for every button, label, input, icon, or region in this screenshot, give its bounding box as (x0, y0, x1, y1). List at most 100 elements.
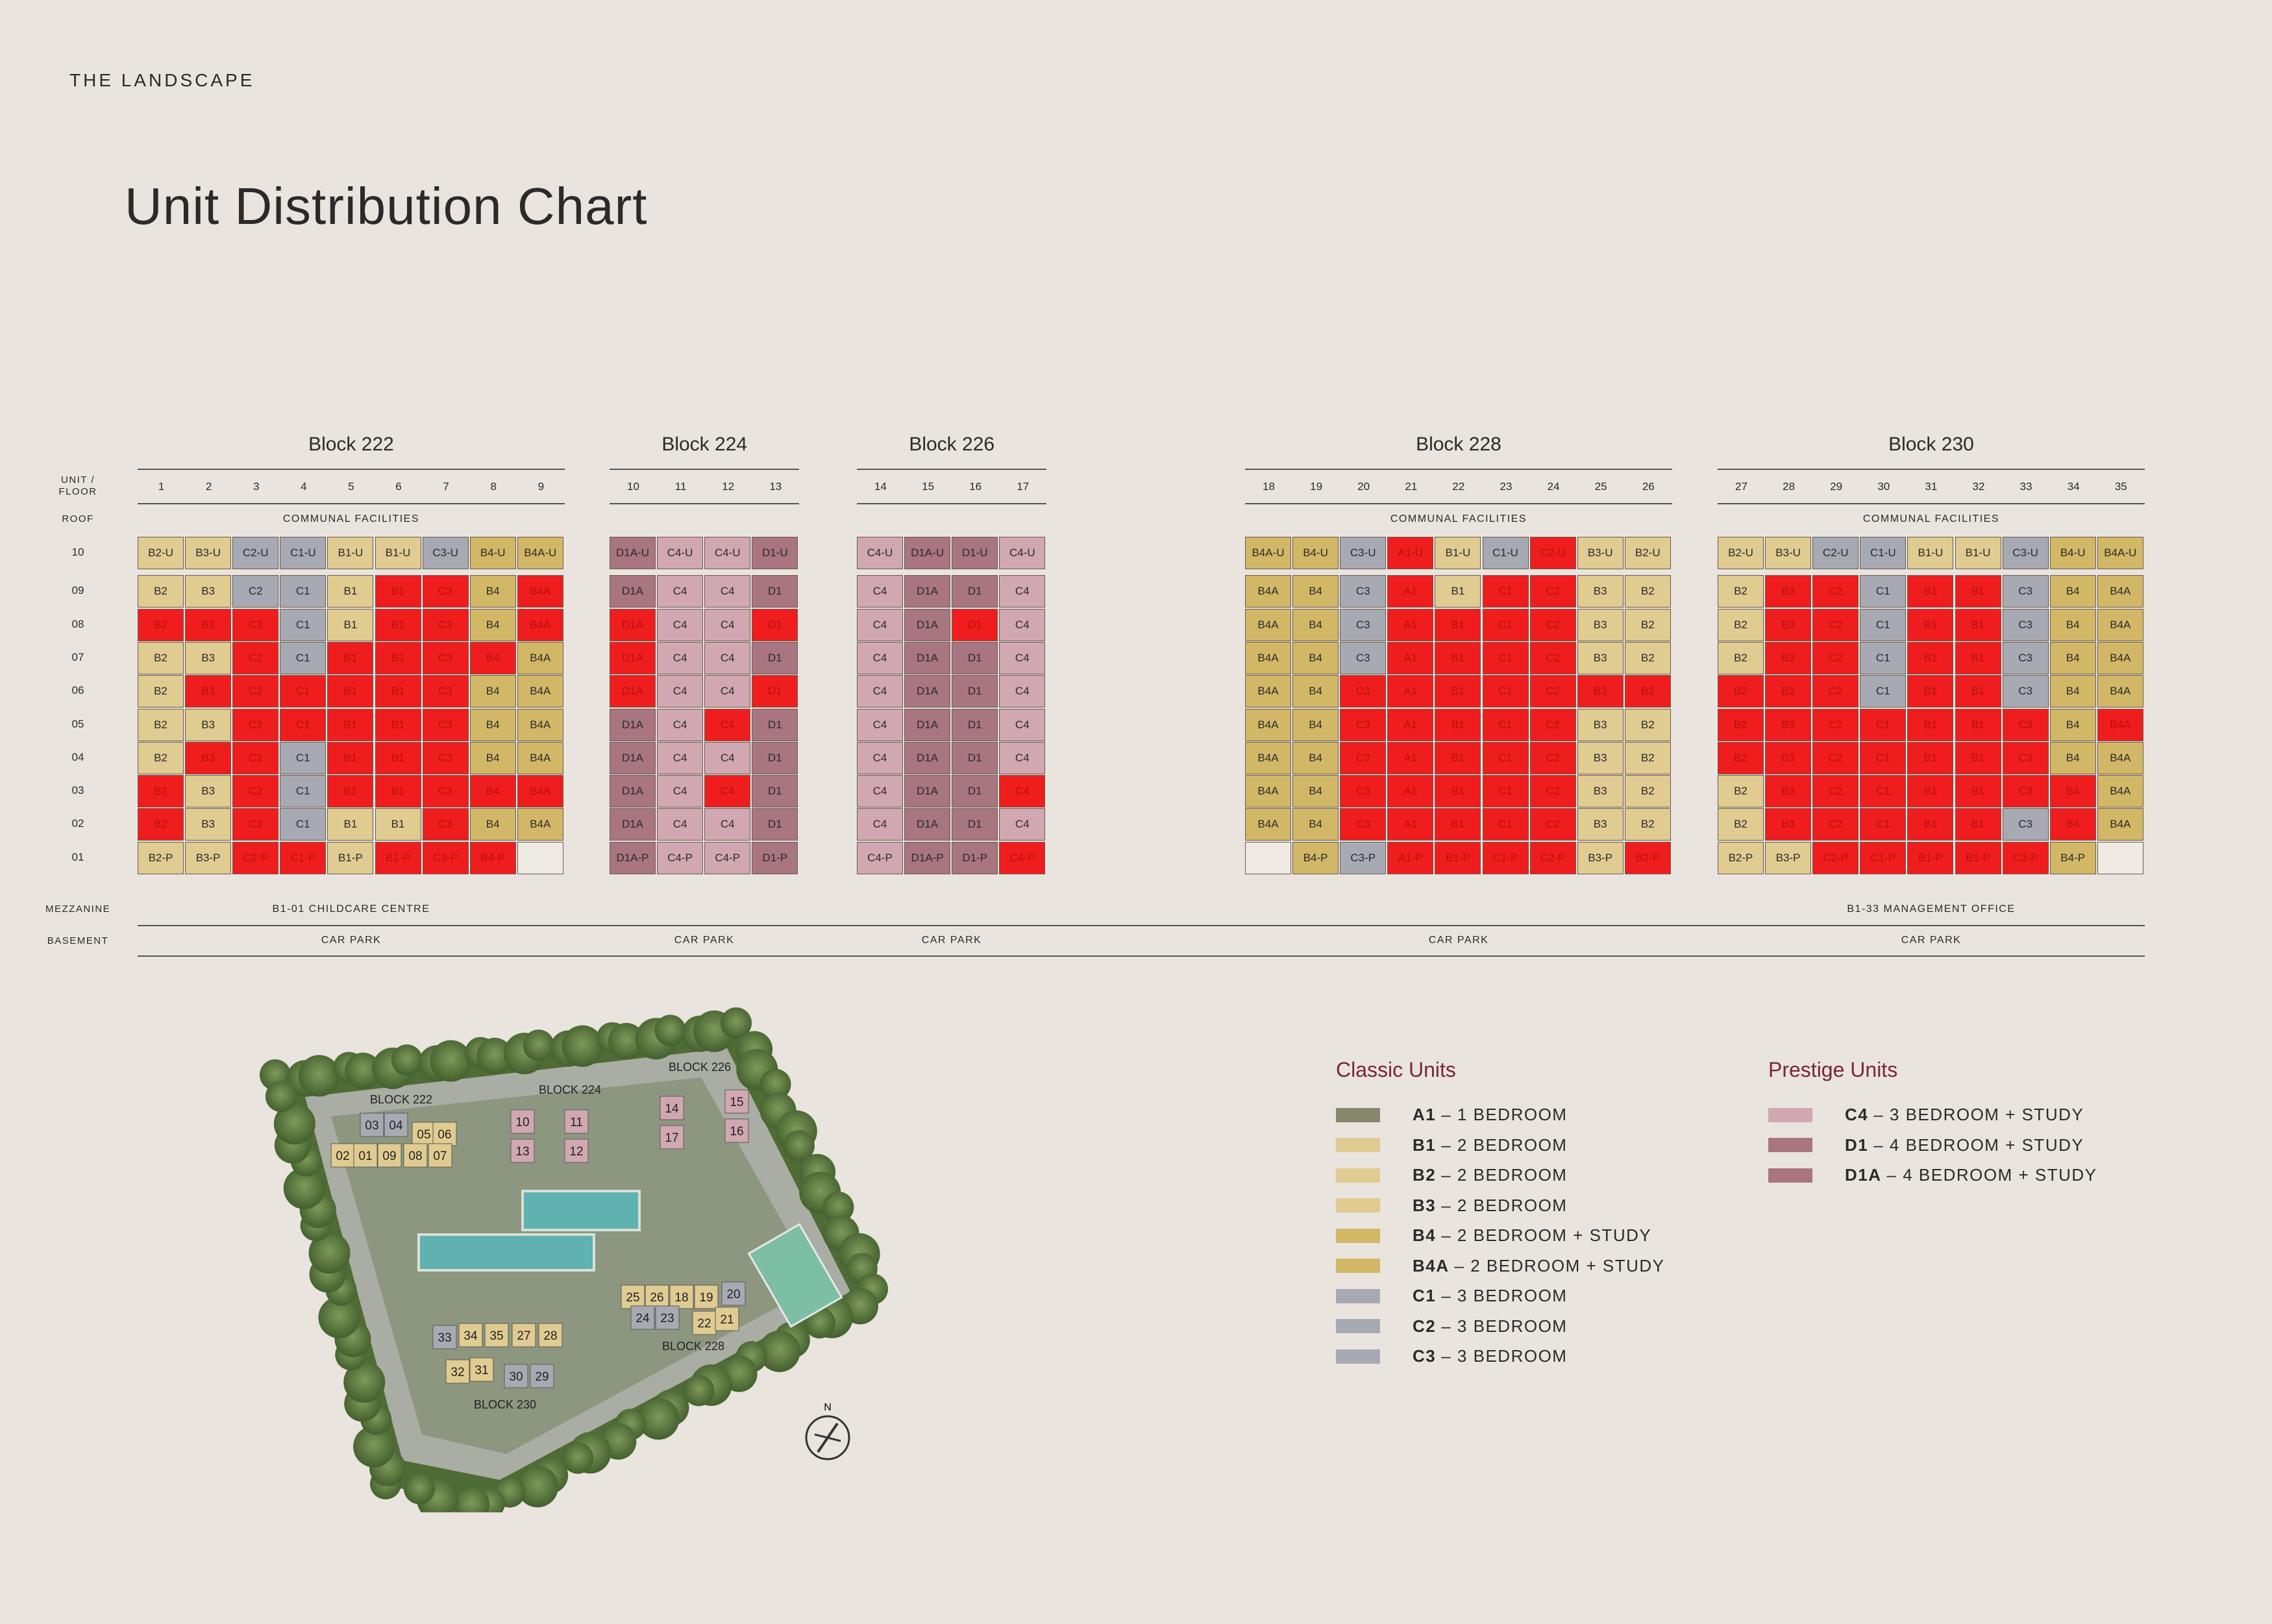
tree (517, 1466, 559, 1508)
basement-label: BASEMENT (47, 935, 109, 946)
unit-cell: C1 (1860, 575, 1907, 608)
tree (273, 1103, 315, 1145)
unit-cell: C1 (1860, 741, 1907, 774)
site-plan: 03 04 05 06 02 01 09 08 07 10 11 13 12 14 15 17 16 25 26 18… (260, 1007, 888, 1512)
compass-icon: N (805, 1402, 850, 1460)
unit-cell: B4-U (1292, 537, 1339, 569)
unit-cell: D1-U (952, 537, 998, 569)
legend-desc: – 3 BEDROOM (1441, 1316, 1568, 1336)
unit-cell: D1 (752, 608, 798, 641)
unit-cell: C2 (1529, 741, 1576, 774)
legend-desc: – 2 BEDROOM + STUDY (1454, 1255, 1665, 1275)
unit-cell: C2 (1529, 808, 1576, 841)
unit-cell: B4-P (469, 841, 516, 874)
unit-cell: C3-U (1340, 537, 1387, 569)
unit-cell: C1 (280, 575, 327, 608)
unit-cell: B1 (327, 708, 374, 741)
tree (562, 1442, 594, 1474)
unit-number: 2 (205, 480, 212, 493)
unit-cell: B1 (1435, 641, 1481, 674)
unit-cell: C4 (857, 575, 903, 608)
block-title: Block 228 (1416, 434, 1501, 455)
site-unit-number: 17 (665, 1131, 678, 1145)
unit-cell: B2 (1624, 775, 1671, 808)
unit-cell: C4 (704, 808, 751, 841)
unit-cell: A1 (1387, 708, 1434, 741)
tree (453, 1486, 489, 1512)
unit-cell: C3 (422, 708, 469, 741)
unit-cell: B1 (1955, 775, 2001, 808)
unit-cell: B1-P (1435, 841, 1481, 874)
unit-cell: C4-U (704, 537, 751, 569)
site-unit: 30 (504, 1364, 528, 1388)
unit-cell: B2 (1624, 708, 1671, 741)
unit-cell: C1 (1482, 641, 1529, 674)
site-unit: 22 (692, 1310, 717, 1335)
unit-cell: D1A (904, 675, 951, 708)
unit-cell: C3 (1340, 675, 1387, 708)
unit-number: 9 (537, 480, 545, 493)
unit-cell: B1 (1955, 575, 2001, 608)
floor-label: 04 (71, 750, 84, 763)
floor-label: 02 (71, 817, 84, 830)
unit-cell: C4 (857, 775, 903, 808)
unit-cell: B4A (517, 675, 563, 708)
tree (353, 1425, 395, 1468)
unit-cell: B1 (1435, 808, 1481, 841)
site-unit-number: 30 (509, 1370, 523, 1384)
unit-cell: C1 (1482, 675, 1529, 708)
site-unit: 06 (432, 1122, 457, 1146)
unit-cell: B1 (1955, 675, 2001, 708)
unit-cell: C3 (1340, 808, 1387, 841)
unit-cell: B2 (1718, 808, 1764, 841)
site-unit-number: 21 (720, 1313, 734, 1327)
unit-number: 28 (1783, 480, 1796, 493)
unit-cell: D1A (610, 775, 656, 808)
unit-cell: C3 (2002, 808, 2049, 841)
unit-cell: B2 (1624, 575, 1671, 608)
unit-cell: B4 (469, 608, 516, 641)
legend-code: C3 (1413, 1346, 1437, 1366)
unit-cell: D1 (752, 808, 798, 841)
unit-cell: D1-P (752, 841, 798, 874)
site-unit: 16 (724, 1118, 749, 1143)
site-unit-number: 09 (382, 1150, 396, 1163)
unit-cell: B1 (1435, 775, 1481, 808)
unit-cell: C4 (704, 675, 751, 708)
unit-cell: C3 (2002, 775, 2049, 808)
car-park-label: CAR PARK (1901, 935, 1962, 946)
unit-cell: B1 (1907, 575, 1954, 608)
site-unit: 32 (445, 1359, 470, 1384)
unit-number: 29 (1830, 480, 1843, 493)
unit-number: 18 (1263, 480, 1275, 493)
unit-cell: B1 (1955, 741, 2001, 774)
site-unit: 08 (403, 1143, 428, 1168)
unit-cell: B3 (185, 741, 232, 774)
unit-cell: C2 (232, 608, 279, 641)
site-block-label: BLOCK 228 (662, 1340, 724, 1353)
unit-cell: B1 (1435, 741, 1481, 774)
car-park-label: CAR PARK (674, 935, 735, 946)
legend-code: B3 (1413, 1195, 1437, 1215)
block-rule (610, 503, 800, 504)
unit-cell: B2 (1718, 575, 1764, 608)
unit-cell: B3 (1765, 741, 1812, 774)
unit-cell: B2-U (138, 537, 184, 569)
floor-label: 06 (71, 684, 84, 697)
unit-cell: C3 (422, 641, 469, 674)
site-unit-number: 23 (660, 1312, 674, 1325)
unit-cell: C4-P (704, 841, 751, 874)
legend-swatch (1336, 1259, 1380, 1273)
site-unit-number: 16 (730, 1125, 743, 1138)
legend-desc: – 2 BEDROOM (1441, 1195, 1568, 1215)
tree (637, 1398, 680, 1440)
unit-cell: B4A (2097, 741, 2143, 774)
legend-code: D1A (1845, 1165, 1882, 1185)
site-unit-number: 35 (489, 1329, 503, 1343)
unit-number: 14 (874, 480, 887, 493)
tree (308, 1232, 351, 1274)
roof-facilities-label: COMMUNAL FACILITIES (1390, 513, 1527, 524)
unit-number: 3 (253, 480, 260, 493)
unit-cell: B4A (1245, 608, 1291, 641)
unit-cell: B3-P (185, 841, 232, 874)
